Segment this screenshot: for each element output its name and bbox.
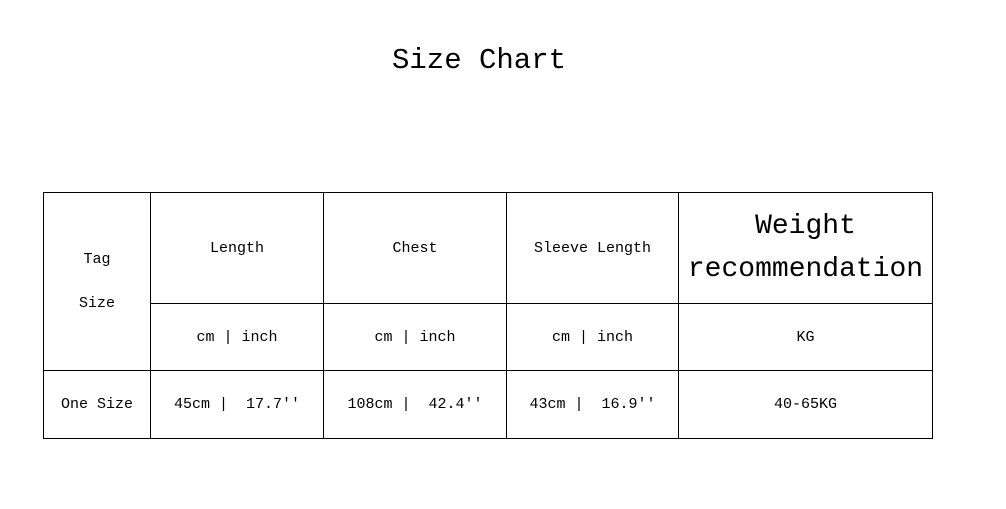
weight-line-2: recommendation bbox=[687, 254, 924, 285]
tag-size-header: Tag Size bbox=[43, 192, 151, 371]
value-length: 45cm | 17.7'' bbox=[150, 370, 324, 439]
weight-line-1: Weight bbox=[755, 211, 856, 242]
value-chest: 108cm | 42.4'' bbox=[323, 370, 507, 439]
unit-sleeve: cm | inch bbox=[506, 303, 679, 371]
header-chest: Chest bbox=[323, 192, 507, 304]
value-sleeve: 43cm | 16.9'' bbox=[506, 370, 679, 439]
unit-chest: cm | inch bbox=[323, 303, 507, 371]
value-weight: 40-65KG bbox=[678, 370, 933, 439]
unit-length: cm | inch bbox=[150, 303, 324, 371]
header-sleeve-length: Sleeve Length bbox=[506, 192, 679, 304]
page-title: Size Chart bbox=[391, 44, 567, 77]
header-length: Length bbox=[150, 192, 324, 304]
tag-label: Tag bbox=[83, 250, 111, 268]
unit-weight: KG bbox=[678, 303, 933, 371]
row-size: One Size bbox=[43, 370, 151, 439]
size-label: Size bbox=[78, 294, 115, 312]
header-weight: Weight recommendation bbox=[678, 192, 933, 304]
